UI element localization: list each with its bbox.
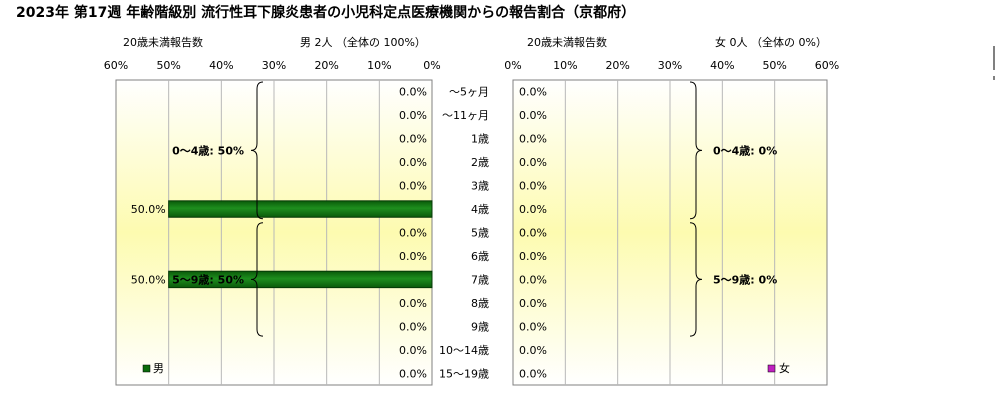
right-x-tick-label: 10%	[553, 59, 577, 72]
male-legend-label: 男	[153, 362, 164, 375]
category-label: 2歳	[471, 156, 489, 169]
male-age-group-label: 5～9歳: 50%	[172, 272, 244, 286]
right-x-tick-label: 20%	[605, 59, 629, 72]
male-value-label: 0.0%	[399, 109, 427, 122]
female-age-group-brace	[689, 81, 703, 220]
female-value-label: 0.0%	[519, 203, 547, 216]
category-label: 15～19歳	[439, 367, 489, 380]
right-x-tick-label: 50%	[762, 59, 786, 72]
category-label: 8歳	[471, 297, 489, 310]
male-bar	[168, 200, 433, 218]
category-label: ～5ヶ月	[449, 86, 489, 99]
female-age-group-label: 5～9歳: 0%	[713, 272, 777, 286]
category-label: 3歳	[471, 180, 489, 193]
male-value-label: 0.0%	[399, 86, 427, 99]
female-age-group-label: 0～4歳: 0%	[713, 143, 777, 157]
female-age-group-brace	[689, 222, 703, 337]
male-value-label: 0.0%	[399, 367, 427, 380]
male-value-label: 0.0%	[399, 297, 427, 310]
female-value-label: 0.0%	[519, 180, 547, 193]
male-legend-swatch	[142, 364, 151, 373]
left-x-tick-label: 60%	[104, 59, 128, 72]
male-bar	[168, 270, 433, 289]
left-x-tick-label: 30%	[262, 59, 286, 72]
female-value-label: 0.0%	[519, 297, 547, 310]
category-label: 9歳	[471, 320, 489, 333]
category-label: 10～14歳	[439, 344, 489, 357]
male-value-label: 0.0%	[399, 156, 427, 169]
female-value-label: 0.0%	[519, 320, 547, 333]
female-value-label: 0.0%	[519, 273, 547, 286]
female-value-label: 0.0%	[519, 133, 547, 146]
male-value-label: 50.0%	[131, 273, 166, 286]
left-panel-header: 男 2人 （全体の 100%）	[300, 35, 426, 49]
left-x-tick-label: 40%	[209, 59, 233, 72]
male-age-group-label: 0～4歳: 50%	[172, 143, 244, 157]
male-value-label: 0.0%	[399, 250, 427, 263]
female-value-label: 0.0%	[519, 109, 547, 122]
male-value-label: 0.0%	[399, 227, 427, 240]
female-legend-label: 女	[779, 361, 790, 375]
right-axis-caption: 20歳未満報告数	[527, 36, 607, 49]
category-label: 6歳	[471, 250, 489, 263]
male-value-label: 0.0%	[399, 180, 427, 193]
left-x-tick-label: 50%	[156, 59, 180, 72]
male-value-label: 0.0%	[399, 133, 427, 146]
chart-title: 2023年 第17週 年齢階級別 流行性耳下腺炎患者の小児科定点医療機関からの報…	[16, 5, 636, 21]
male-value-label: 0.0%	[399, 320, 427, 333]
right-x-tick-label: 0%	[504, 59, 521, 72]
left-axis-caption: 20歳未満報告数	[123, 36, 203, 49]
female-value-label: 0.0%	[519, 344, 547, 357]
female-value-label: 0.0%	[519, 227, 547, 240]
category-label: 1歳	[471, 133, 489, 146]
female-legend-swatch	[767, 364, 776, 373]
male-value-label: 0.0%	[399, 344, 427, 357]
female-value-label: 0.0%	[519, 156, 547, 169]
female-value-label: 0.0%	[519, 86, 547, 99]
left-x-tick-label: 20%	[314, 59, 338, 72]
right-x-tick-label: 30%	[658, 59, 682, 72]
category-label: 4歳	[471, 203, 489, 216]
female-value-label: 0.0%	[519, 250, 547, 263]
left-x-tick-label: 10%	[367, 59, 391, 72]
female-value-label: 0.0%	[519, 367, 547, 380]
right-x-tick-label: 60%	[815, 59, 839, 72]
category-label: ～11ヶ月	[442, 109, 489, 122]
male-age-group-brace	[250, 81, 264, 220]
category-label: 7歳	[471, 273, 489, 286]
left-x-tick-label: 0%	[423, 59, 440, 72]
category-label: 5歳	[471, 227, 489, 240]
right-panel-header: 女 0人 （全体の 0%）	[715, 35, 827, 49]
male-value-label: 50.0%	[131, 203, 166, 216]
right-x-tick-label: 40%	[710, 59, 734, 72]
male-age-group-brace	[250, 222, 264, 337]
